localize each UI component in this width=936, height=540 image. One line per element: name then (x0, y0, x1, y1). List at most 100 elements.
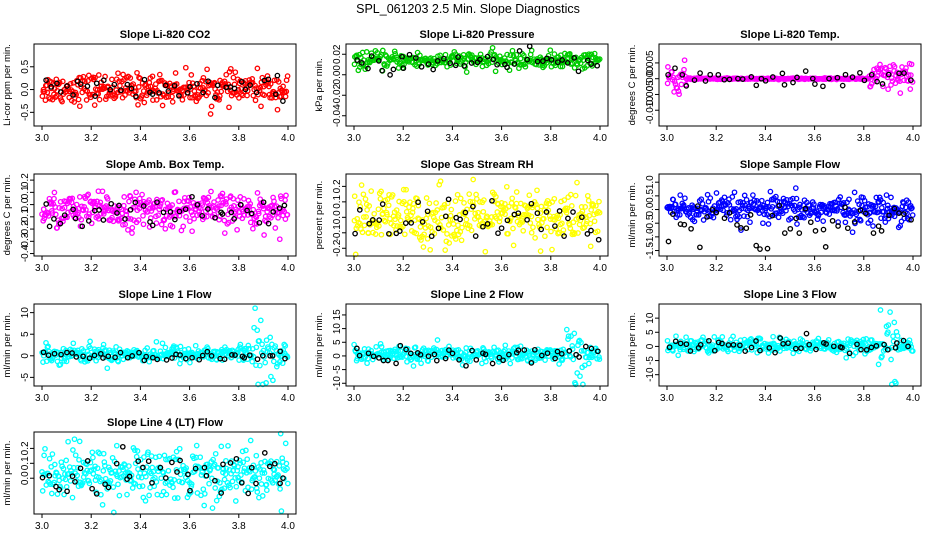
data-point (105, 353, 112, 360)
data-point (45, 343, 51, 350)
data-point (697, 70, 703, 76)
data-point (356, 352, 363, 359)
data-point (230, 195, 237, 202)
data-point (442, 355, 449, 362)
data-point (447, 60, 454, 66)
data-point (199, 212, 206, 219)
data-point (46, 223, 53, 230)
data-point (435, 225, 442, 232)
data-point (868, 344, 875, 351)
data-point (177, 352, 183, 358)
data-point (677, 340, 684, 347)
data-point (719, 340, 725, 347)
x-tick-label: 3.2 (709, 133, 723, 144)
data-point (787, 225, 794, 232)
data-point (587, 220, 594, 227)
data-point (182, 206, 189, 213)
data-point (791, 202, 798, 209)
data-point (424, 208, 431, 215)
data-point (160, 209, 167, 216)
data-point (567, 225, 574, 232)
data-point (446, 343, 452, 350)
data-point (861, 77, 868, 84)
data-point (537, 210, 544, 216)
data-point (868, 71, 875, 78)
data-point (459, 362, 466, 368)
data-point (445, 222, 452, 228)
data-point (140, 203, 147, 209)
data-point (484, 53, 491, 60)
data-point (129, 353, 136, 359)
data-point (885, 86, 891, 93)
y-tick-label: -0.1 (20, 208, 31, 226)
data-point (682, 195, 688, 202)
data-point (197, 454, 204, 461)
data-point (173, 448, 180, 455)
data-point (116, 202, 122, 209)
data-point (564, 60, 571, 66)
data-point (46, 472, 53, 479)
data-point (246, 352, 253, 359)
data-point (70, 92, 76, 98)
data-point (277, 486, 283, 492)
y-tick-label: 0.0 (645, 202, 656, 216)
data-point (802, 68, 809, 74)
data-point (206, 480, 212, 487)
data-point (261, 232, 267, 238)
data-point (386, 230, 392, 237)
data-point (470, 176, 477, 183)
data-point (806, 341, 813, 348)
data-point (172, 189, 179, 195)
x-tick-label: 3.0 (347, 133, 361, 144)
data-point (582, 343, 589, 350)
data-point (120, 466, 126, 473)
data-point (276, 359, 283, 365)
data-point (261, 354, 267, 360)
data-point (591, 211, 597, 218)
data-point (710, 214, 717, 221)
data-point (174, 469, 180, 475)
data-point (385, 357, 391, 364)
data-point (524, 216, 530, 223)
data-point (721, 194, 728, 201)
panel-8: Slope Line 2 Flow 3.0 3.2 3.4 3.6 3.8 4.0 -10 -5… (314, 289, 609, 404)
y-tick-label: 10 (20, 307, 31, 319)
data-point (741, 213, 747, 219)
data-point (591, 218, 598, 225)
data-point (141, 454, 147, 460)
data-point (463, 216, 470, 223)
data-point (245, 342, 252, 349)
data-point (100, 77, 107, 84)
x-tick-label: 4.0 (593, 393, 607, 404)
data-point (393, 360, 399, 367)
data-point (876, 194, 883, 201)
data-point (73, 354, 80, 360)
y-tick-label: 0.005 (645, 50, 656, 75)
data-point (515, 210, 522, 217)
y-tick-label: 0.0 (20, 82, 31, 96)
data-point (839, 344, 845, 351)
data-point (177, 457, 183, 464)
data-point (528, 229, 535, 236)
data-point (359, 229, 366, 236)
data-point (63, 483, 70, 490)
data-point (766, 213, 773, 220)
data-point (221, 78, 228, 85)
data-point (706, 337, 712, 344)
x-tick-label: 4.0 (593, 263, 607, 274)
data-point (762, 77, 769, 84)
data-point (366, 203, 373, 209)
data-point (171, 82, 178, 89)
y-tick-label: -1.0 (645, 228, 656, 246)
x-tick-label: 3.8 (857, 263, 871, 274)
data-point (834, 74, 841, 81)
data-point (77, 465, 84, 472)
data-point (594, 62, 601, 69)
data-point (167, 209, 174, 215)
data-point (781, 81, 788, 88)
data-point (883, 65, 890, 72)
data-point (45, 352, 52, 359)
data-point (552, 355, 558, 362)
data-point (134, 448, 141, 454)
data-point (760, 220, 766, 227)
